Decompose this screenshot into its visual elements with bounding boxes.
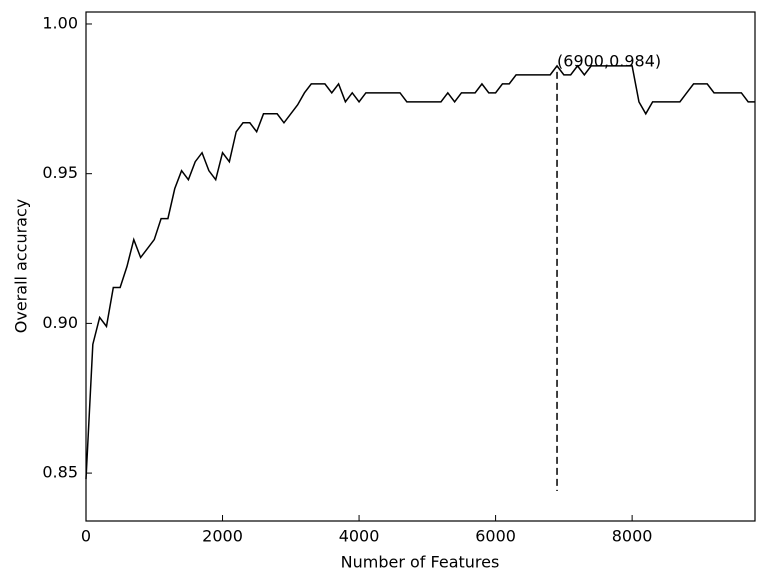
x-tick-label: 0 <box>81 527 91 546</box>
data-line <box>85 64 755 480</box>
x-axis-label: Number of Features <box>341 553 500 572</box>
y-axis-label: Overall accuracy <box>12 199 31 333</box>
y-tick-label: 0.85 <box>42 463 78 482</box>
x-tick-label: 2000 <box>202 527 243 546</box>
annotation-label: (6900,0.984) <box>557 51 661 70</box>
y-tick-label: 1.00 <box>42 13 78 32</box>
y-tick-label: 0.90 <box>42 313 78 332</box>
plot-frame <box>85 11 756 522</box>
x-tick-label: 6000 <box>475 527 516 546</box>
x-tick-label: 4000 <box>339 527 380 546</box>
x-tick-label: 8000 <box>612 527 653 546</box>
y-tick-label: 0.95 <box>42 163 78 182</box>
